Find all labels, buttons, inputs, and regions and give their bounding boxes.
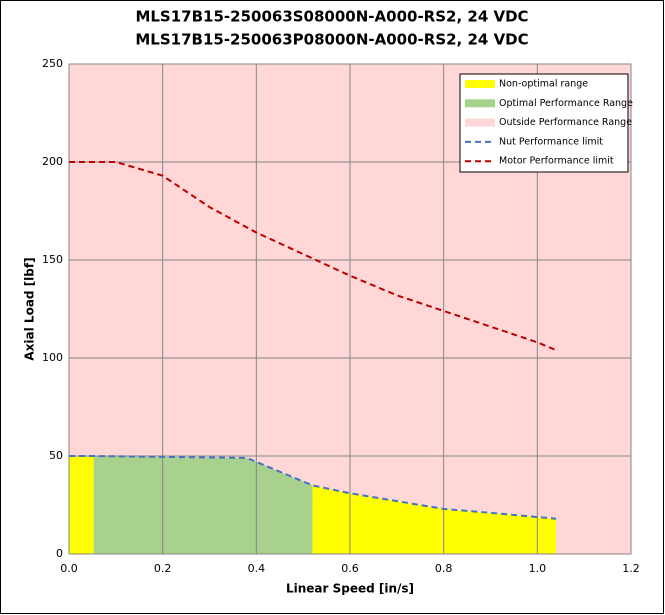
legend-swatch xyxy=(465,118,495,127)
y-tick-label: 100 xyxy=(42,351,63,364)
x-axis-label: Linear Speed [in/s] xyxy=(286,582,414,596)
x-tick-label: 1.0 xyxy=(529,562,547,575)
y-tick-label: 200 xyxy=(42,155,63,168)
legend-label: Outside Performance Range xyxy=(499,117,632,128)
x-tick-label: 0.2 xyxy=(154,562,172,575)
legend: Non-optimal range Optimal Performance Ran… xyxy=(459,73,633,173)
area xyxy=(93,456,313,554)
x-tick-label: 0.8 xyxy=(435,562,453,575)
plot-border xyxy=(68,63,632,555)
legend-swatch xyxy=(465,99,495,108)
legend-swatch xyxy=(465,80,495,88)
line xyxy=(69,455,557,520)
chart-subtitle: MLS17B15-250063P08000N-A000-RS2, 24 VDC xyxy=(135,31,528,49)
y-axis-label: Axial Load [lbf] xyxy=(23,257,37,360)
chart-title: MLS17B15-250063S08000N-A000-RS2, 24 VDC xyxy=(135,8,528,26)
y-tick-label: 50 xyxy=(49,449,63,462)
y-tick-label: 0 xyxy=(56,547,63,560)
legend-label: Motor Performance limit xyxy=(499,156,614,167)
line xyxy=(69,161,557,352)
x-tick-label: 0.4 xyxy=(248,562,266,575)
y-tick-label: 150 xyxy=(42,253,63,266)
legend-label: Nut Performance limit xyxy=(499,136,603,147)
legend-label: Non-optimal range xyxy=(499,79,588,90)
x-tick-label: 0.6 xyxy=(341,562,359,575)
y-tick-label: 250 xyxy=(42,57,63,70)
x-tick-label: 1.2 xyxy=(622,562,640,575)
x-tick-label: 0.0 xyxy=(60,562,78,575)
legend-label: Optimal Performance Range xyxy=(499,98,633,109)
